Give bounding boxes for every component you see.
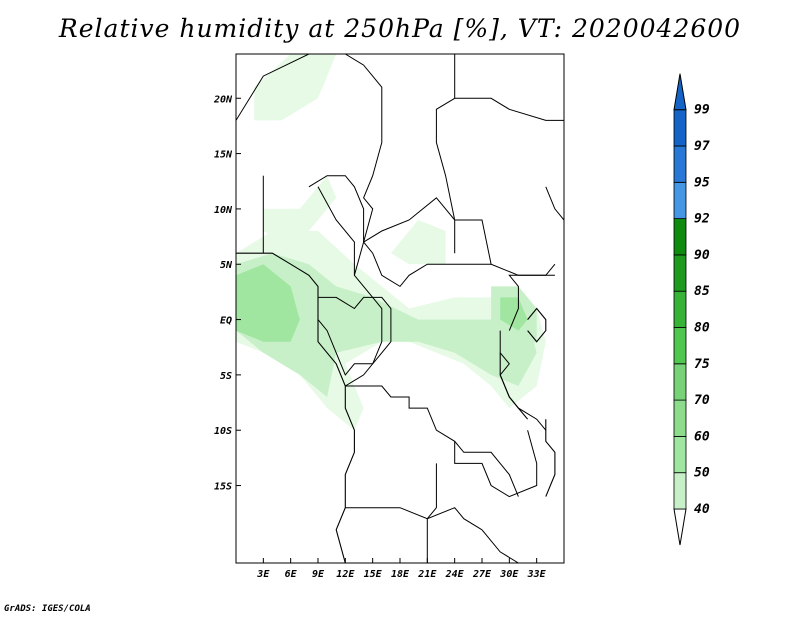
colorbar-lower-triangle [673, 508, 687, 546]
lon-tick-label: 15E [364, 569, 383, 580]
country-border [345, 385, 519, 497]
lat-tick-label: 10S [214, 426, 232, 437]
country-border [435, 54, 456, 254]
humidity-area-40-1 [263, 175, 337, 243]
colorbar-label: 92 [694, 212, 710, 227]
country-border [454, 430, 538, 498]
colorbar-segment [673, 327, 687, 365]
colorbar-label: 75 [694, 357, 710, 372]
colorbar-segment [673, 109, 687, 147]
colorbar: 40 50 60 70 75 80 85 90 92 95 97 99 [673, 73, 710, 546]
humidity-area-60-6 [236, 264, 300, 342]
lat-tick-label: 5N [220, 260, 233, 271]
lon-tick-label: 18E [391, 569, 410, 580]
colorbar-segment [673, 363, 687, 401]
colorbar-segment [673, 435, 687, 474]
lat-tick-label: 10N [214, 205, 233, 216]
coastline [499, 352, 529, 420]
humidity-area-60-7 [500, 297, 528, 331]
colorbar-segment [673, 399, 687, 437]
country-borders-layer [236, 54, 564, 563]
colorbar-label: 80 [694, 321, 710, 336]
colorbar-upper-triangle [673, 73, 687, 111]
colorbar-label: 60 [694, 429, 710, 444]
lat-tick-label: 5S [220, 371, 232, 382]
axis-ticks-layer: 20N 15N 10N 5N EQ 5S 10S 15S 3E 6E 9E 12E 15E 18E 21E 2… [213, 94, 547, 580]
colorbar-label: 70 [694, 393, 710, 408]
lon-tick-label: 30E [499, 569, 519, 580]
coastline [545, 419, 556, 497]
country-border [345, 507, 483, 531]
colorbar-segment [673, 472, 687, 510]
country-border [317, 296, 392, 376]
humidity-shading-layer [236, 54, 546, 431]
coastline [527, 307, 547, 343]
lat-tick-label: 15S [214, 482, 232, 493]
coastline [236, 252, 355, 563]
lon-tick-label: 27E [472, 569, 492, 580]
colorbar-label: 95 [694, 175, 710, 190]
coastline-layer [236, 252, 556, 563]
chart-title: Relative humidity at 250hPa [%], VT: 202… [58, 14, 742, 43]
country-border [363, 197, 556, 276]
colorbar-label: 85 [694, 284, 710, 299]
country-border [454, 97, 564, 121]
country-border [317, 186, 383, 387]
colorbar-label: 97 [694, 139, 710, 154]
lat-tick-label: 15N [214, 150, 233, 161]
humidity-area-50-4 [236, 253, 537, 397]
lon-tick-label: 12E [336, 569, 355, 580]
colorbar-segment [673, 290, 687, 328]
grads-credit: GrADS: IGES/COLA [4, 604, 91, 614]
country-border [481, 529, 519, 563]
country-border [363, 241, 492, 288]
lat-tick-label: 20N [213, 94, 233, 105]
lon-tick-label: 6E [285, 569, 298, 580]
country-border [308, 175, 365, 243]
colorbar-label: 50 [694, 466, 710, 481]
humidity-area-40-2 [254, 54, 337, 121]
lon-tick-label: 33E [527, 569, 547, 580]
colorbar-segment [673, 145, 687, 183]
colorbar-segment [673, 181, 687, 220]
country-border [508, 274, 555, 331]
lon-tick-label: 9E [312, 569, 325, 580]
country-border [426, 463, 437, 563]
country-border [236, 54, 383, 276]
lon-tick-label: 21E [417, 569, 437, 580]
colorbar-label: 90 [694, 248, 710, 263]
lat-tick-label: EQ [220, 316, 232, 327]
colorbar-segment [673, 254, 687, 292]
colorbar-segment [673, 218, 687, 256]
colorbar-label: 40 [694, 502, 710, 517]
lon-tick-label: 24E [445, 569, 465, 580]
colorbar-label: 99 [694, 103, 710, 118]
country-border [545, 186, 564, 221]
humidity-area-40-3 [390, 220, 446, 265]
lon-tick-label: 3E [256, 569, 270, 580]
